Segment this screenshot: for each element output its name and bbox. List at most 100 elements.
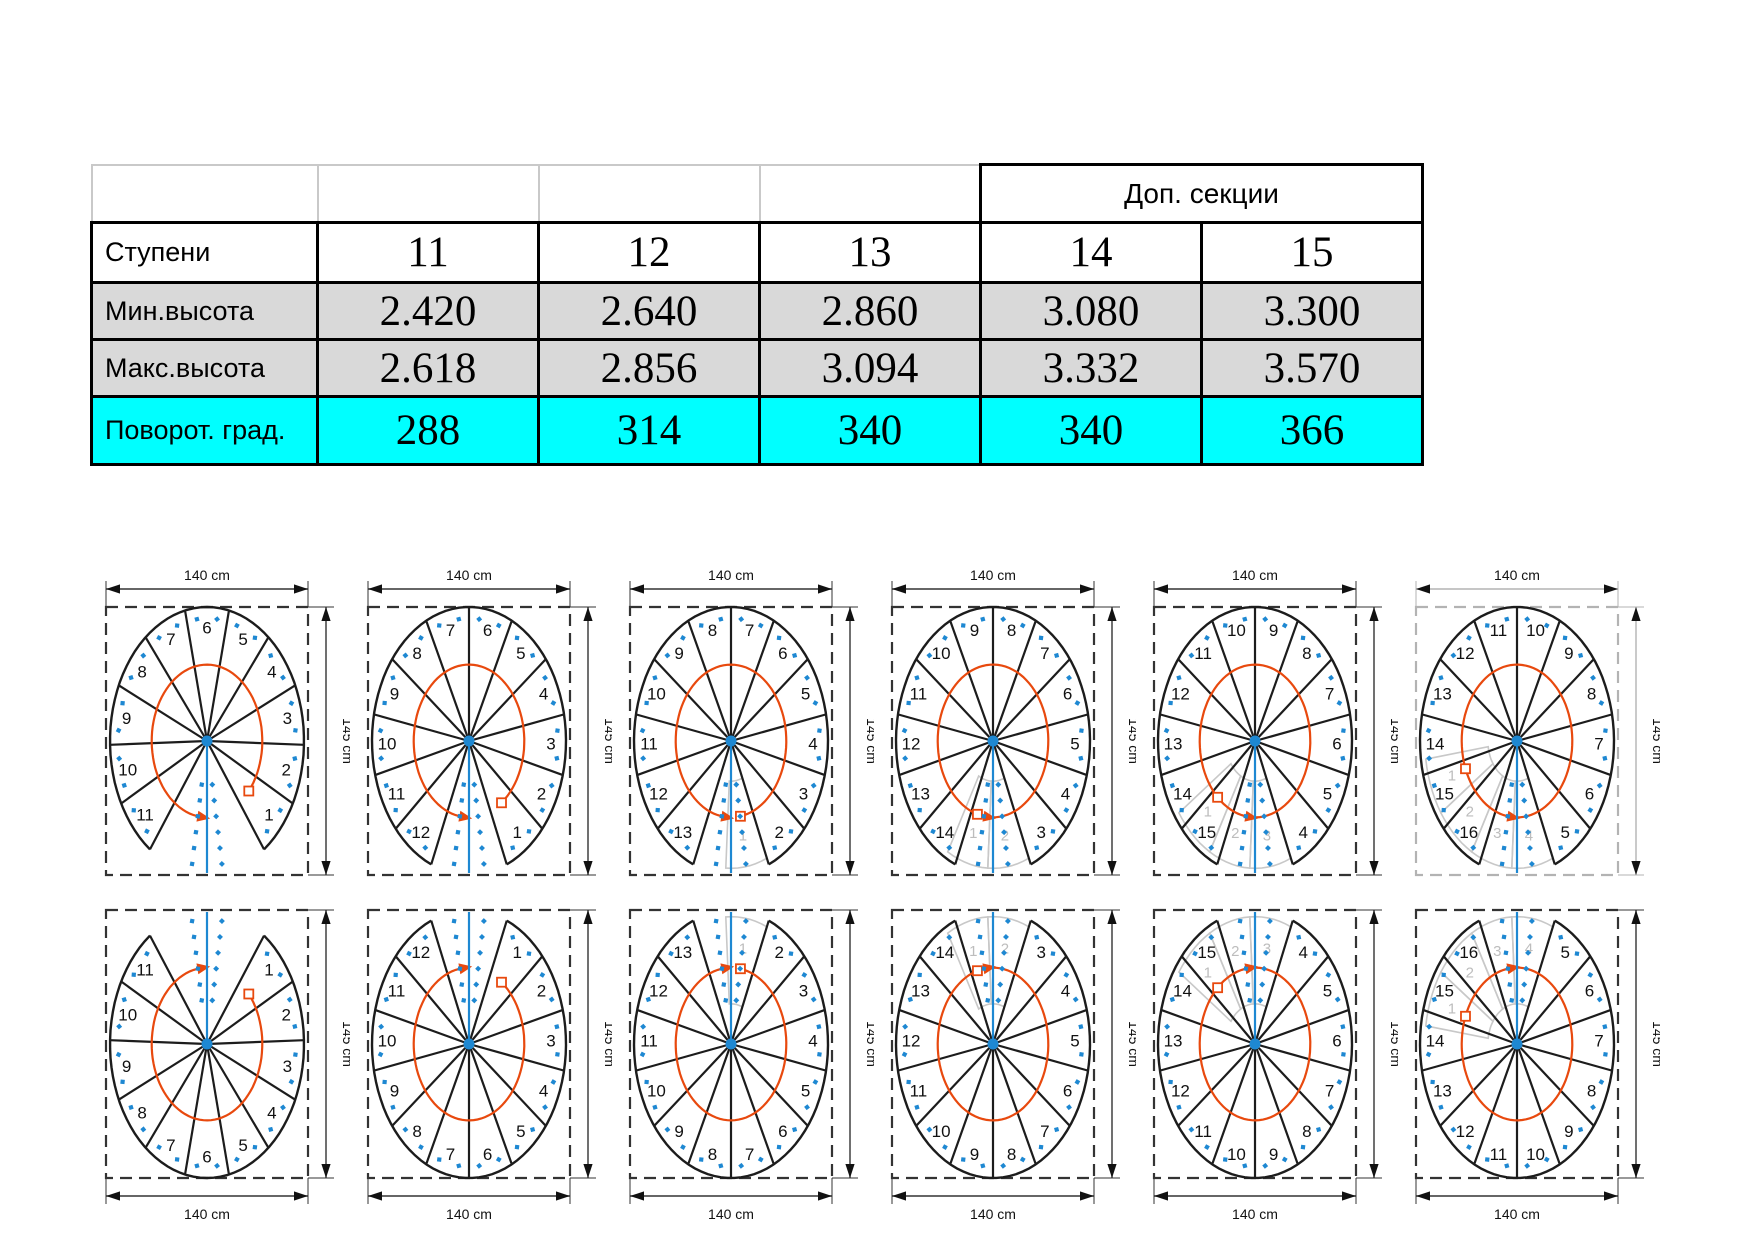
- cell-min-height-1: 2.640: [537, 281, 761, 341]
- svg-text:3: 3: [1036, 943, 1045, 962]
- dimension-width: 140 cm: [367, 1178, 571, 1222]
- svg-text:16: 16: [1459, 943, 1478, 962]
- cell-max-height-4: 3.570: [1200, 338, 1424, 398]
- tread-markers: [115, 616, 298, 867]
- table-header-row: Доп. секции: [90, 163, 1424, 224]
- stair-fan: [370, 919, 568, 1180]
- svg-text:4: 4: [808, 1031, 817, 1050]
- svg-text:2: 2: [537, 982, 546, 1001]
- svg-text:4: 4: [1298, 943, 1307, 962]
- svg-text:7: 7: [446, 621, 455, 640]
- svg-text:9: 9: [1564, 1122, 1573, 1141]
- table-row-min-height: Мин.высота 2.420 2.640 2.860 3.080 3.300: [90, 281, 1424, 341]
- stair-fan: [108, 934, 306, 1180]
- svg-text:7: 7: [1040, 1122, 1049, 1141]
- cell-turn-deg-1: 314: [537, 395, 761, 466]
- entry-line-and-post: [201, 912, 213, 1050]
- svg-text:9: 9: [390, 1082, 399, 1101]
- svg-text:7: 7: [745, 1145, 754, 1164]
- svg-text:11: 11: [910, 684, 928, 703]
- svg-text:5: 5: [1560, 823, 1569, 842]
- svg-text:2: 2: [1231, 825, 1239, 842]
- rotation-direction-arrow: [150, 663, 264, 822]
- svg-text:10: 10: [378, 1031, 397, 1050]
- svg-text:7: 7: [1040, 644, 1049, 663]
- dimension-width: 140 cm: [891, 567, 1095, 607]
- svg-text:4: 4: [1525, 828, 1533, 845]
- stair-diagrams-grid: 140 cm 145 cm 1 2 3 4 5 6 7 8 9 10 11 140 cm 145 cm 1 2 3…: [88, 545, 1660, 1241]
- svg-text:4: 4: [539, 1082, 548, 1101]
- svg-text:1: 1: [1448, 1000, 1456, 1017]
- svg-text:13: 13: [1433, 684, 1452, 703]
- dimension-width: 140 cm: [105, 1178, 309, 1222]
- dimension-height: 145 cm: [1094, 606, 1136, 876]
- svg-text:6: 6: [778, 1122, 787, 1141]
- svg-text:140 cm: 140 cm: [1494, 567, 1540, 583]
- svg-text:145 cm: 145 cm: [340, 1021, 350, 1067]
- cell-steps-2: 13: [758, 221, 982, 284]
- svg-text:1: 1: [1204, 964, 1212, 981]
- svg-text:6: 6: [483, 621, 492, 640]
- cell-turn-deg-2: 340: [758, 395, 982, 466]
- svg-text:12: 12: [1456, 1122, 1475, 1141]
- cell-max-height-3: 3.332: [979, 338, 1203, 398]
- svg-text:14: 14: [1173, 982, 1192, 1001]
- table-row-turn-deg: Поворот. град. 288 314 340 340 366: [90, 395, 1424, 466]
- stair-fan: [632, 919, 830, 1180]
- svg-text:5: 5: [516, 644, 525, 663]
- dimension-height: 145 cm: [308, 909, 350, 1179]
- svg-text:6: 6: [483, 1145, 492, 1164]
- stair-fan: [894, 605, 1092, 866]
- dimension-width: 140 cm: [1153, 1178, 1357, 1222]
- cell-min-height-2: 2.860: [758, 281, 982, 341]
- svg-text:8: 8: [1302, 1122, 1311, 1141]
- dimension-width: 140 cm: [105, 567, 309, 607]
- ghost-steps: 1 2 3: [1177, 915, 1292, 1023]
- svg-text:10: 10: [1526, 621, 1545, 640]
- svg-text:10: 10: [118, 1006, 137, 1025]
- svg-text:15: 15: [1197, 943, 1216, 962]
- svg-text:145 cm: 145 cm: [1126, 1021, 1136, 1067]
- ghost-steps: 1 2 3: [1177, 762, 1292, 870]
- svg-text:15: 15: [1197, 823, 1216, 842]
- dimension-height: 145 cm: [570, 909, 612, 1179]
- svg-text:10: 10: [647, 684, 666, 703]
- svg-text:7: 7: [745, 621, 754, 640]
- cell-min-height-3: 3.080: [979, 281, 1203, 341]
- svg-text:11: 11: [136, 960, 154, 979]
- svg-text:4: 4: [267, 662, 276, 681]
- svg-text:11: 11: [640, 1031, 658, 1050]
- svg-text:14: 14: [935, 943, 954, 962]
- dimension-width: 140 cm: [367, 567, 571, 607]
- svg-text:2: 2: [1001, 940, 1009, 957]
- svg-text:3: 3: [1036, 823, 1045, 842]
- header-empty-cell: [758, 163, 982, 224]
- svg-text:9: 9: [1269, 1145, 1278, 1164]
- svg-text:7: 7: [1325, 684, 1334, 703]
- cell-turn-deg-0: 288: [316, 395, 540, 466]
- tread-markers: [377, 918, 560, 1169]
- svg-text:13: 13: [673, 943, 692, 962]
- svg-text:12: 12: [411, 943, 430, 962]
- table-row-steps: Ступени 11 12 13 14 15: [90, 221, 1424, 284]
- svg-text:3: 3: [1493, 825, 1501, 842]
- svg-text:11: 11: [640, 735, 658, 754]
- svg-text:15: 15: [1435, 784, 1454, 803]
- svg-text:8: 8: [1302, 644, 1311, 663]
- svg-text:9: 9: [390, 684, 399, 703]
- stair-fan: [370, 605, 568, 866]
- tread-markers: [1163, 918, 1346, 1169]
- svg-text:145 cm: 145 cm: [864, 718, 874, 764]
- svg-text:5: 5: [516, 1122, 525, 1141]
- svg-text:3: 3: [1493, 943, 1501, 960]
- svg-text:7: 7: [1594, 735, 1603, 754]
- cell-steps-4: 15: [1200, 221, 1424, 284]
- svg-text:2: 2: [282, 1006, 291, 1025]
- svg-text:11: 11: [1194, 644, 1212, 663]
- svg-text:8: 8: [1007, 1145, 1016, 1164]
- svg-text:10: 10: [932, 1122, 951, 1141]
